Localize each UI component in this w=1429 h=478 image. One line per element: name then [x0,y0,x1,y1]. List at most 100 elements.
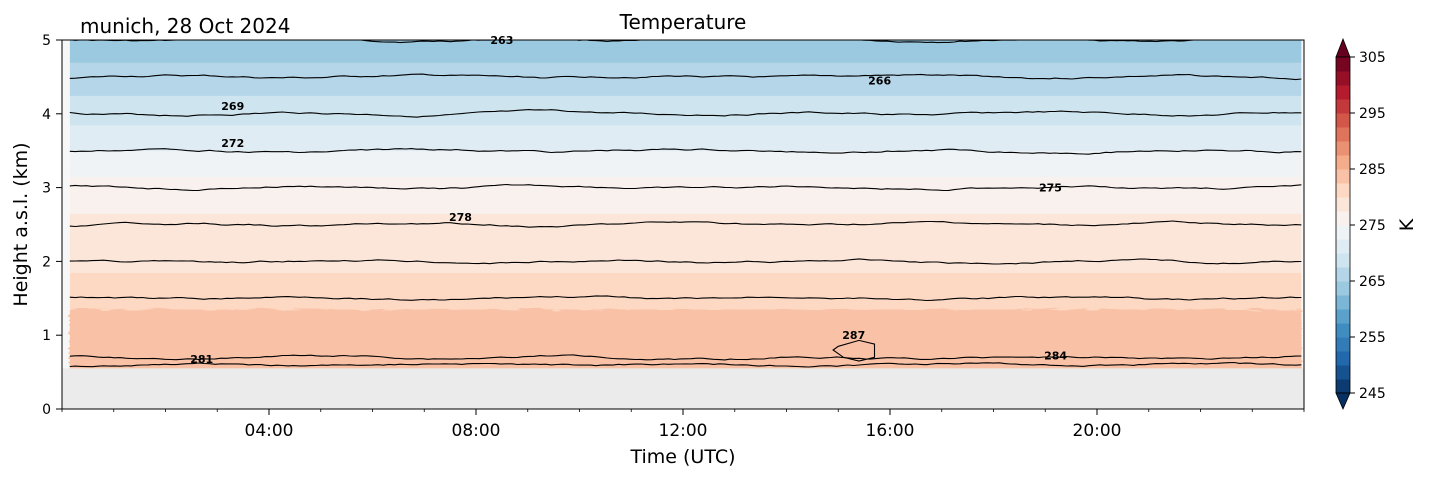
colorbar-segments [1335,37,1351,410]
y-tick-label: 4 [42,107,51,123]
temperature-band [69,246,1302,251]
plot-area [62,40,1304,409]
colorbar-segment [1336,253,1350,268]
colorbar-segment [1336,197,1350,212]
temperature-band [69,65,1302,71]
temperature-band [69,238,1302,244]
temperature-band [69,183,1302,189]
x-tick-label: 12:00 [659,421,708,441]
colorbar-tick-label: 295 [1359,106,1386,122]
contour-labels: 263 266 269 272 275 278 281 284 287 [190,34,1067,366]
temperature-band [69,54,1302,59]
x-tick-label: 20:00 [1073,421,1122,441]
colorbar-segment [1336,267,1350,282]
temperature-band [69,116,1302,122]
temperature-band [69,131,1302,137]
colorbar-segment [1336,323,1350,338]
x-axis-label: Time (UTC) [629,446,735,468]
edge-gap [1301,40,1304,409]
contour-label: 266 [868,74,891,87]
colorbar-segment [1336,141,1350,156]
temperature-band [69,205,1302,211]
temperature-band [69,194,1302,200]
colorbar-segment [1336,169,1350,184]
temperature-band [69,301,1302,307]
temperature-band [69,172,1302,178]
contour-label: 278 [449,211,472,224]
temperature-band [69,231,1302,237]
colorbar-tick-label: 245 [1359,386,1386,402]
temperature-band [69,297,1302,303]
colorbar-tick-label: 255 [1359,330,1386,346]
colorbar-tick-label: 265 [1359,274,1386,290]
temperature-band [69,76,1302,82]
temperature-band [69,179,1302,185]
colorbar-ticks: 245 255 265 275 285 295 305 [1350,50,1386,402]
y-axis: 0 1 2 3 4 5 [42,33,62,418]
contour-line [69,148,1302,155]
temperature-band [69,249,1302,255]
temperature-band [69,139,1302,144]
temperature-band [69,102,1302,107]
colorbar-segment [1336,309,1350,324]
contour-label: 275 [1039,181,1062,194]
colorbar-segment [1336,155,1350,170]
location-date-label: munich, 28 Oct 2024 [80,14,290,38]
y-tick-label: 5 [42,33,51,49]
colorbar: 245 255 265 275 285 295 305 K [1335,37,1418,410]
colorbar-tick-label: 285 [1359,162,1386,178]
colorbar-segment [1336,71,1350,86]
temperature-band [69,242,1302,248]
colorbar-segment [1336,281,1350,296]
contour-label: 287 [842,329,865,342]
temperature-band [69,268,1302,273]
contour-line [69,354,1302,361]
colorbar-segment [1336,211,1350,226]
warm-layer [69,309,1302,369]
y-tick-label: 1 [42,328,51,344]
x-tick-label: 04:00 [245,421,294,441]
temperature-band [69,69,1302,74]
colorbar-tick-label: 275 [1359,218,1386,234]
temperature-band [69,80,1302,85]
contour-line [69,220,1302,228]
temperature-band [69,142,1302,148]
colorbar-extend-min [1335,392,1351,410]
y-tick-label: 3 [42,181,51,197]
temperature-band [69,146,1302,152]
y-tick-label: 2 [42,254,51,270]
contour-line [69,183,1302,192]
temperature-band [69,109,1302,115]
temperature-band [69,294,1302,299]
temperature-band [69,201,1302,207]
y-tick-label: 0 [42,402,51,418]
temperature-band [69,260,1302,266]
temperature-band [69,290,1302,296]
no-data-region [62,368,1304,409]
temperature-band [69,164,1302,170]
temperature-band [69,91,1302,96]
temperature-band [69,209,1302,214]
contour-line [69,109,1302,118]
temperature-band [69,98,1302,104]
y-axis-label: Height a.s.l. (km) [10,142,32,306]
temperature-band [69,105,1302,111]
x-tick-label: 16:00 [866,421,915,441]
x-tick-label: 08:00 [452,421,501,441]
contour-line [69,361,1302,368]
temperature-band [69,120,1302,126]
temperature-band [69,87,1302,93]
contour-label: 281 [190,353,213,366]
colorbar-segment [1336,351,1350,366]
contour-label: 284 [1044,350,1067,363]
temperature-band [69,72,1302,78]
temperature-band [69,128,1302,133]
temperature-band [69,61,1302,67]
temperature-band [69,224,1302,229]
chart-title: Temperature [619,10,747,34]
colorbar-segment [1336,183,1350,198]
temperature-band [69,50,1302,56]
warm-band [69,309,1302,369]
temperature-band [69,286,1302,292]
